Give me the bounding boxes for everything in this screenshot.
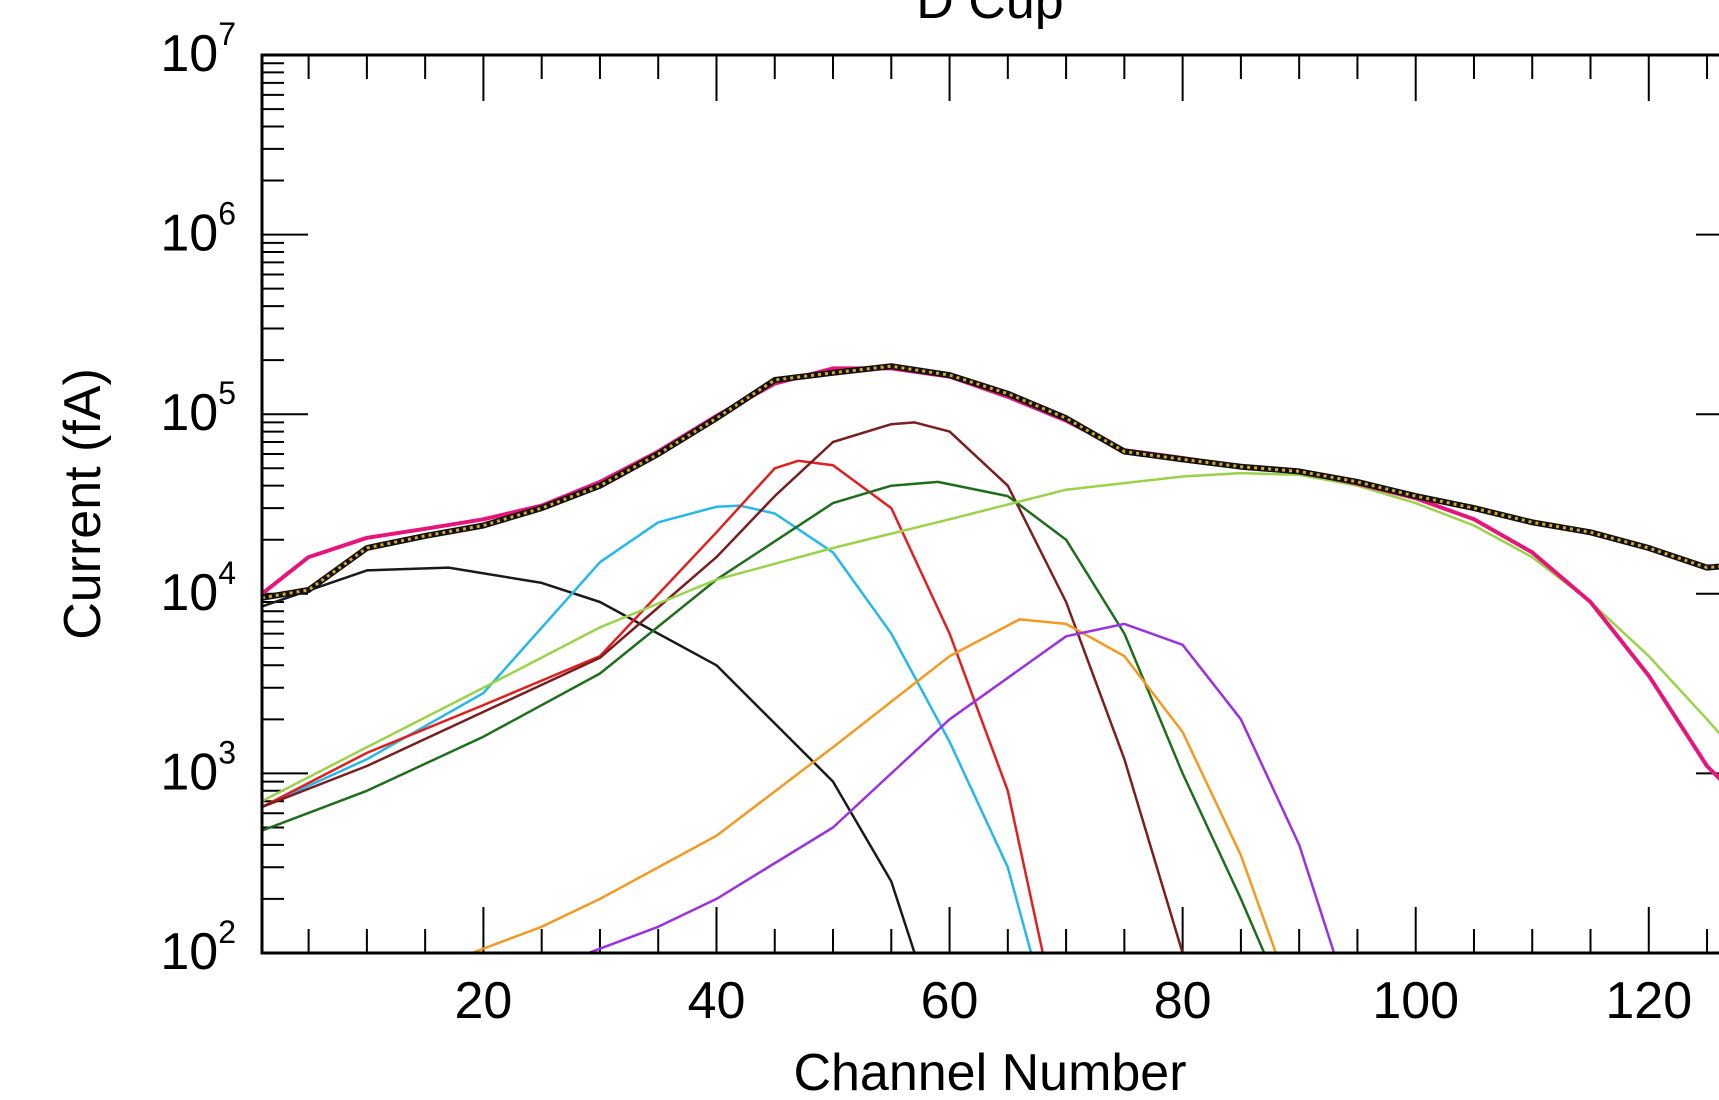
- x-tick-label: 60: [921, 972, 979, 1030]
- y-tick-label: 106: [160, 196, 236, 263]
- y-axis-ticks: [262, 62, 1719, 954]
- x-tick-label: 120: [1605, 972, 1692, 1030]
- series-line: [471, 618, 1278, 953]
- x-tick-label: 20: [454, 972, 512, 1030]
- series-line: [262, 566, 916, 953]
- y-tick-label: 102: [160, 914, 236, 981]
- y-tick-label: 104: [160, 555, 236, 622]
- x-tick-label: 80: [1154, 972, 1212, 1030]
- series-line: [262, 471, 1719, 803]
- series-layer: [262, 363, 1719, 953]
- series-line: [262, 480, 1266, 953]
- chart-title: D Cup: [916, 0, 1063, 30]
- y-tick-label: 103: [160, 734, 236, 801]
- plot-frame: [260, 53, 1719, 955]
- x-axis-title: Channel Number: [793, 1044, 1186, 1100]
- series-line: [262, 421, 1184, 953]
- series-line-data: [262, 363, 1719, 601]
- series-line: [262, 366, 1719, 781]
- series-line-data-dots: [262, 364, 1719, 600]
- y-axis-tick-labels: 102 103 104 105 106 107: [160, 16, 236, 981]
- series-line: [262, 504, 1033, 953]
- series-line: [262, 459, 1045, 953]
- x-axis-tick-labels: 20 40 60 80 100 120: [454, 972, 1692, 1030]
- y-tick-label: 107: [160, 16, 236, 83]
- x-tick-label: 100: [1372, 972, 1459, 1030]
- y-axis-title: Current (fA): [54, 368, 112, 640]
- x-axis-ticks: [307, 55, 1709, 953]
- y-tick-label: 105: [160, 375, 236, 442]
- x-tick-label: 40: [688, 972, 746, 1030]
- series-line: [587, 622, 1336, 953]
